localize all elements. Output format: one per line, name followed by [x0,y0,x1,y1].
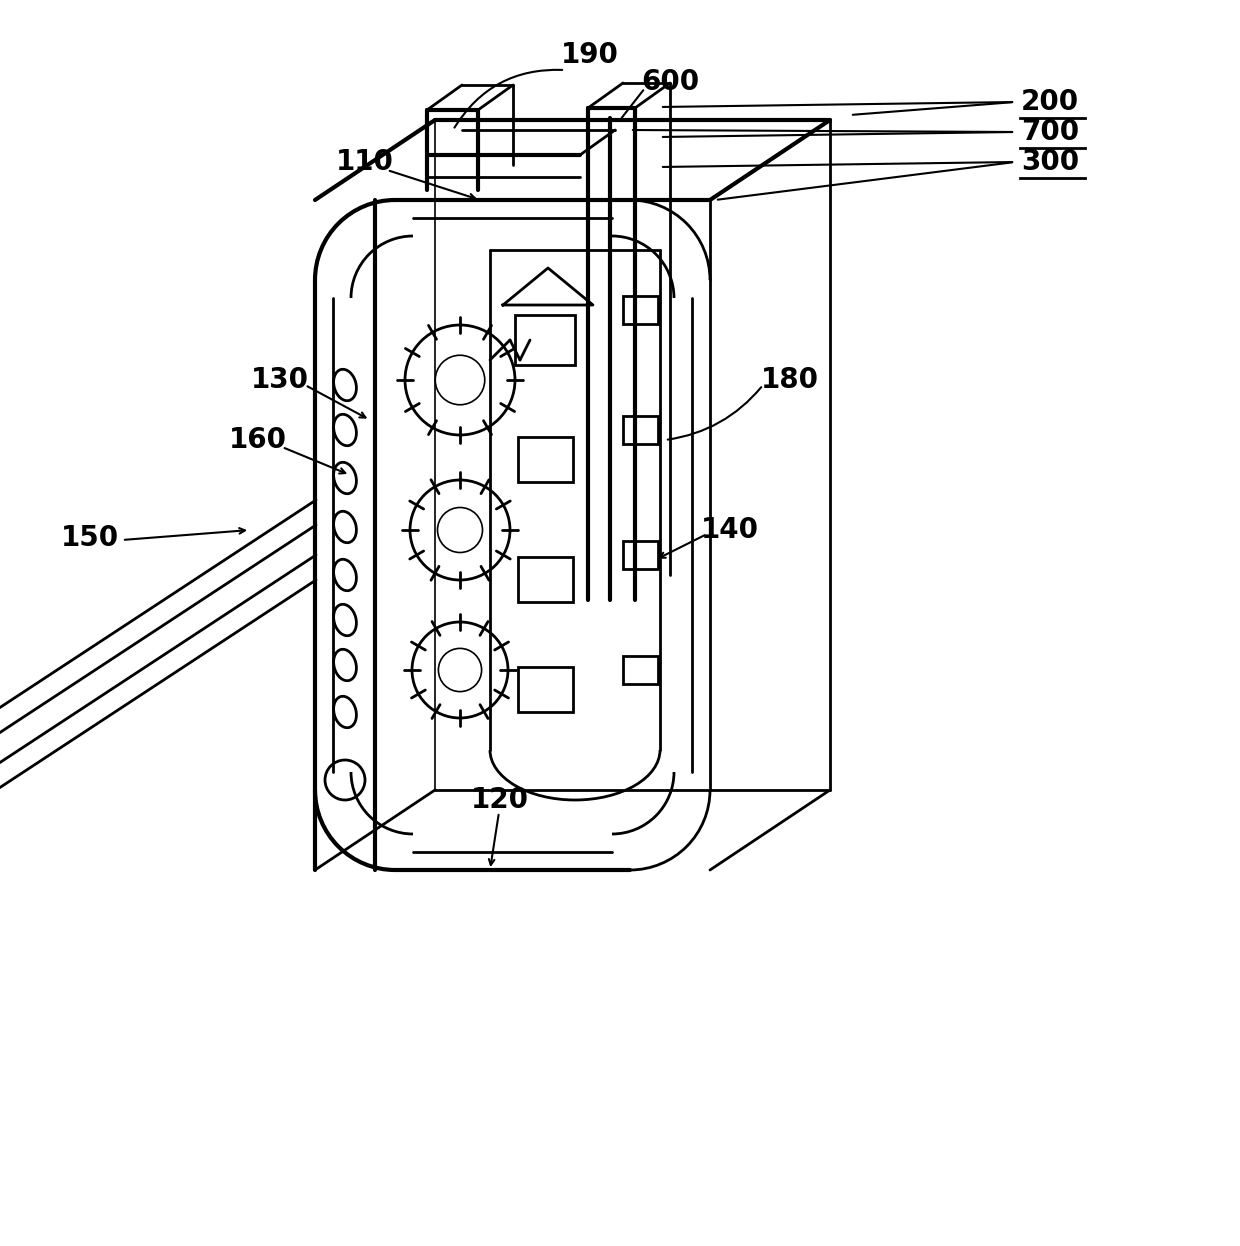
Ellipse shape [334,559,356,591]
Bar [622,416,658,444]
Text: 140: 140 [701,516,759,545]
Text: 130: 130 [250,366,309,394]
Text: 110: 110 [336,148,394,176]
Text: 120: 120 [471,786,529,814]
Ellipse shape [334,369,356,401]
Ellipse shape [334,462,356,493]
FancyBboxPatch shape [518,437,573,482]
Bar [622,655,658,684]
Ellipse shape [334,649,356,680]
Bar [622,297,658,324]
Text: 160: 160 [229,426,286,454]
Text: 190: 190 [560,41,619,69]
FancyBboxPatch shape [518,667,573,711]
FancyBboxPatch shape [515,315,575,365]
Text: 300: 300 [1021,148,1079,176]
FancyBboxPatch shape [518,557,573,602]
Ellipse shape [334,414,356,446]
Text: 150: 150 [61,525,119,552]
Ellipse shape [334,697,356,728]
Ellipse shape [334,604,356,635]
Ellipse shape [334,511,356,543]
Bar [622,541,658,569]
Text: 180: 180 [761,366,818,394]
Text: 200: 200 [1021,88,1079,116]
Text: 700: 700 [1021,118,1079,146]
Text: 600: 600 [641,69,699,96]
